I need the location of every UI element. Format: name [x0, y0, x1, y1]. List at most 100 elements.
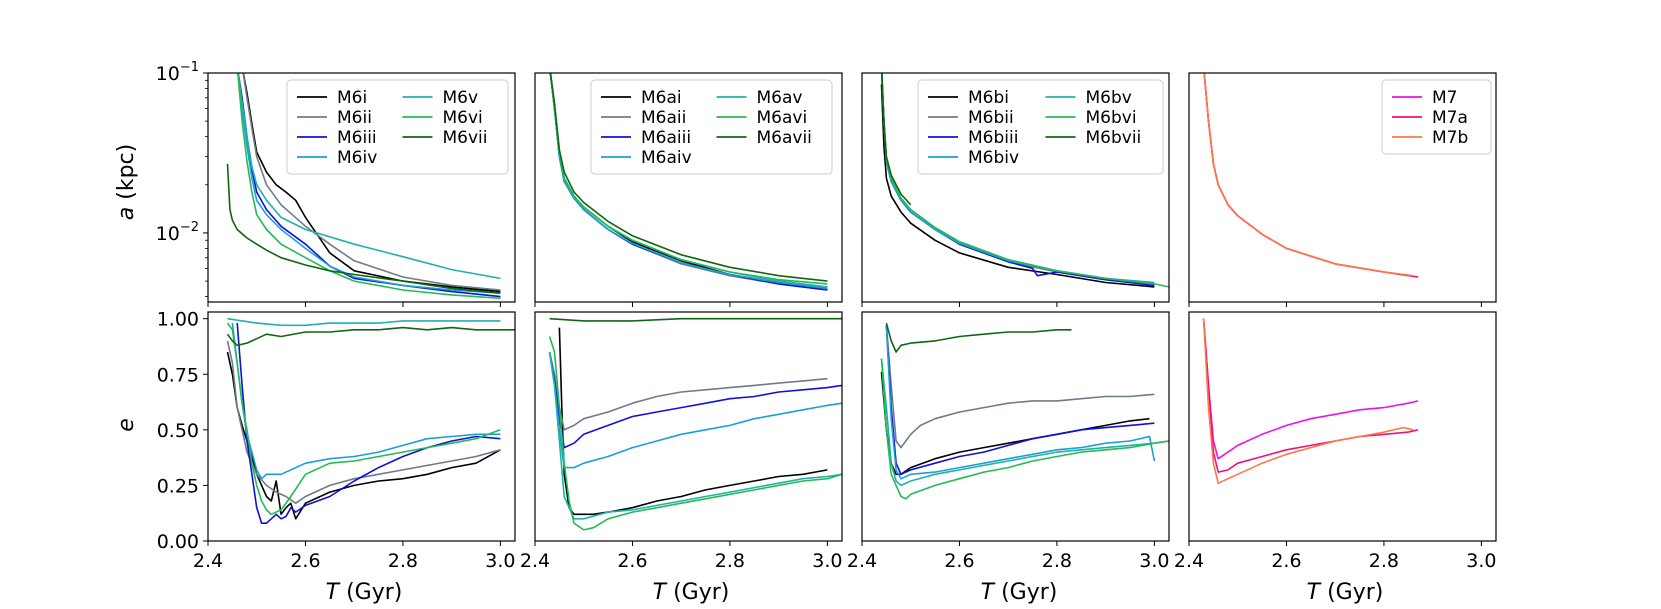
- top-y-axis-title: a (kpc): [114, 144, 139, 220]
- panel-bottom-m6b: 2.4 2.6 2.8 3.0: [847, 311, 1170, 572]
- legend-label: M6bv: [1086, 88, 1132, 108]
- series-line-m6bii: [885, 325, 1155, 449]
- series-line-m6av: [548, 351, 842, 520]
- series-line-m6avii: [549, 73, 828, 282]
- legend-box: [1381, 79, 1492, 155]
- x-axis-unit: (Gyr): [1327, 580, 1383, 605]
- series-line-m6biii: [885, 325, 1155, 476]
- legend-label: M6vii: [443, 128, 488, 148]
- x-axis-title-4: T (Gyr): [1307, 580, 1384, 605]
- series-line-m6aii: [548, 351, 828, 431]
- series-lines: [1203, 73, 1419, 278]
- series-line-m6ii: [226, 340, 501, 505]
- series-line-m6v: [227, 317, 501, 327]
- series-line-m6avii: [549, 317, 842, 322]
- series-line-m6aiv: [548, 351, 842, 469]
- series-line-m7: [1202, 318, 1419, 460]
- series-lines: [880, 73, 1169, 288]
- series-line-m6iv: [237, 73, 501, 294]
- legend-box: [917, 79, 1164, 175]
- legend-label: M6vi: [443, 108, 483, 128]
- legend-label: M6avii: [757, 128, 812, 148]
- legend-label: M6aiii: [641, 128, 691, 148]
- panel-bottom-m6: 2.4 2.6 2.8 3.0 0.00 0.25 0.50 0.75 1.00: [157, 309, 516, 572]
- legend-label: M6bvi: [1086, 108, 1137, 128]
- legend-label: M6bvii: [1086, 128, 1142, 148]
- y-tick-label: 1.00: [157, 309, 199, 331]
- series-line-m6vi: [226, 322, 501, 516]
- legend-label: M6av: [757, 88, 803, 108]
- x-axis-unit: (Gyr): [673, 580, 729, 605]
- x-axis-var: T: [326, 580, 341, 605]
- series-line-m6ii: [242, 73, 501, 291]
- x-tick-label: 2.8: [1369, 550, 1399, 572]
- legend-label: M6iii: [337, 128, 377, 148]
- y-tick-label: 0.25: [157, 475, 199, 497]
- series-line-m6bi: [880, 371, 1150, 476]
- plot-frame: [861, 72, 1170, 303]
- x-tick-label: 3.0: [1466, 550, 1496, 572]
- y-tick-label: 10−2: [156, 220, 199, 245]
- series-line-m6bv: [880, 358, 1169, 487]
- x-axis-title-2: T (Gyr): [653, 580, 730, 605]
- legend-box: [286, 79, 509, 175]
- series-line-m6biv: [885, 325, 1156, 480]
- top-y-axis-var: a: [114, 207, 139, 220]
- series-line-m7b: [1202, 318, 1414, 485]
- series-line-m7b: [1203, 73, 1414, 277]
- series-lines: [1202, 318, 1419, 485]
- series-lines: [226, 317, 515, 525]
- x-tick-label: 2.4: [193, 550, 223, 572]
- series-line-m6bvii: [885, 322, 1072, 353]
- y-tick-label: 10−1: [156, 60, 199, 85]
- x-tick-label: 3.0: [812, 550, 842, 572]
- x-tick-label: 2.6: [1271, 550, 1301, 572]
- series-lines: [226, 73, 501, 300]
- legend-label: M6ai: [641, 88, 682, 108]
- x-axis-unit: (Gyr): [346, 580, 402, 605]
- series-line-m7a: [1202, 318, 1419, 473]
- x-tick-label: 2.6: [290, 550, 320, 572]
- legend-label: M6ii: [337, 108, 372, 128]
- legend-label: M7a: [1432, 108, 1468, 128]
- panel-bottom-m7: 2.4 2.6 2.8 3.0: [1174, 311, 1497, 572]
- plot-frame: [534, 311, 843, 542]
- series-line-m6ai: [558, 327, 828, 516]
- y-tick-label: 0.00: [157, 531, 199, 553]
- x-tick-label: 2.4: [1174, 550, 1204, 572]
- legend-label: M6biv: [968, 148, 1019, 168]
- x-axis-var: T: [981, 580, 996, 605]
- plot-frame: [534, 72, 843, 303]
- series-line-m6bvi: [880, 358, 1169, 500]
- top-y-axis-unit: (kpc): [114, 144, 139, 200]
- series-line-m6bvii: [880, 73, 912, 206]
- series-line-m6v: [237, 73, 501, 280]
- x-axis-var: T: [653, 580, 668, 605]
- y-tick-label: 0.50: [157, 420, 199, 442]
- legend-label: M6avi: [757, 108, 808, 128]
- x-axis-title-1: T (Gyr): [326, 580, 403, 605]
- series-line-m6vi: [236, 73, 501, 300]
- legend-label: M6v: [443, 88, 479, 108]
- legend-label: M7: [1432, 88, 1457, 108]
- x-tick-label: 2.4: [847, 550, 877, 572]
- series-line-m6vii: [226, 163, 501, 294]
- x-axis-unit: (Gyr): [1001, 580, 1057, 605]
- x-tick-label: 3.0: [1139, 550, 1169, 572]
- legend-label: M6iv: [337, 148, 377, 168]
- x-axis-title-3: T (Gyr): [981, 580, 1058, 605]
- x-tick-label: 2.6: [617, 550, 647, 572]
- legend-label: M6bi: [968, 88, 1009, 108]
- plot-frame: [861, 311, 1170, 542]
- series-lines: [880, 322, 1169, 500]
- series-line-m6bi: [880, 84, 1155, 288]
- x-axis-var: T: [1307, 580, 1322, 605]
